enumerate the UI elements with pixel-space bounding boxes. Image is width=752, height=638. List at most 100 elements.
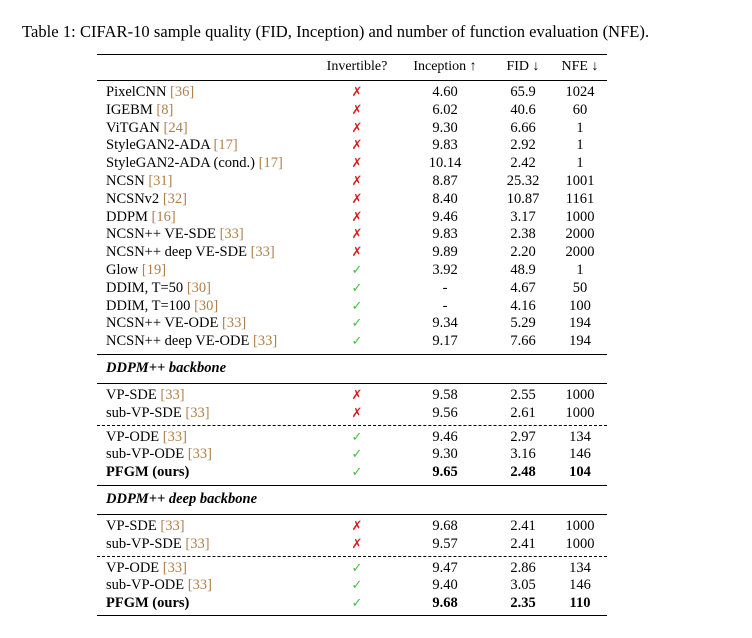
check-icon: ✓ — [323, 594, 391, 613]
nfe-value: 194 — [569, 333, 591, 350]
table-row: sub-VP-ODE [33] ✓ 9.30 3.16 146 — [97, 445, 607, 463]
method-cell: sub-VP-SDE [33] — [106, 535, 210, 553]
cross-icon: ✗ — [323, 243, 391, 262]
fid-score: 2.61 — [510, 404, 536, 421]
fid-score: 6.66 — [510, 119, 536, 136]
table-row: NCSN++ deep VE-SDE [33] ✗ 9.89 2.20 2000 — [97, 243, 607, 261]
method-name: VP-SDE — [106, 518, 157, 534]
nfe-value: 1000 — [565, 404, 595, 421]
method-name: IGEBM — [106, 101, 153, 118]
method-cell: NCSN++ VE-SDE [33] — [106, 225, 244, 243]
fid-score: 2.92 — [510, 137, 536, 154]
method-cell: sub-VP-ODE [33] — [106, 445, 212, 463]
check-mark: ✓ — [351, 560, 363, 576]
citation-ref: [33] — [160, 387, 185, 403]
table-row: VP-ODE [33] ✓ 9.46 2.97 134 — [97, 428, 607, 446]
inception-score: 3.92 — [432, 262, 458, 278]
method-name: ViTGAN — [106, 119, 160, 136]
method-cell: DDIM, T=100 [30] — [106, 297, 218, 315]
cross-mark: ✗ — [351, 536, 363, 552]
citation-ref: [16] — [151, 208, 176, 225]
table-row: ViTGAN [24] ✗ 9.30 6.66 1 — [97, 119, 607, 137]
fid-score: 2.41 — [510, 535, 536, 552]
method-name: PFGM (ours) — [106, 595, 190, 612]
fid-score: 7.66 — [510, 333, 536, 350]
method-name: VP-ODE — [106, 559, 160, 576]
inception-score: 6.02 — [432, 101, 458, 118]
method-name: NCSNv2 — [106, 190, 160, 207]
table-row: PFGM (ours) ✓ 9.65 2.48 104 — [97, 463, 607, 481]
cross-mark: ✗ — [351, 245, 363, 261]
citation-ref: [33] — [187, 577, 212, 594]
inception-score: 9.58 — [432, 387, 458, 403]
inception-score: 8.40 — [432, 190, 458, 207]
method-name: NCSN — [106, 173, 145, 189]
cross-mark: ✗ — [351, 519, 363, 534]
method-cell: PFGM (ours) — [106, 594, 189, 612]
citation-ref: [19] — [141, 262, 167, 278]
nfe-value: 146 — [569, 577, 591, 594]
cross-icon: ✗ — [323, 208, 391, 227]
nfe-value: 1000 — [565, 208, 595, 225]
method-cell: Glow [19] — [106, 261, 166, 279]
table-row: DDIM, T=100 [30] ✓ - 4.16 100 — [97, 297, 607, 315]
cross-mark: ✗ — [351, 120, 363, 136]
citation-ref: [33] — [250, 244, 275, 261]
table-row: PFGM (ours) ✓ 9.68 2.35 110 — [97, 594, 607, 612]
check-icon: ✓ — [323, 445, 391, 464]
method-name: Glow — [106, 262, 139, 278]
inception-score: 9.57 — [432, 535, 458, 552]
fid-score: 2.55 — [510, 387, 536, 403]
method-cell: NCSN++ VE-ODE [33] — [106, 314, 246, 332]
cross-mark: ✗ — [351, 102, 363, 118]
fid-score: 2.20 — [510, 244, 536, 261]
fid-score: 2.41 — [510, 518, 536, 534]
nfe-value: 1000 — [565, 518, 595, 534]
method-name: DDIM, T=50 — [106, 279, 184, 296]
method-name: VP-ODE — [106, 428, 160, 445]
method-cell: VP-SDE [33] — [106, 517, 185, 535]
citation-ref: [36] — [170, 84, 195, 100]
cross-icon: ✗ — [323, 535, 391, 554]
method-name: DDIM, T=100 — [106, 297, 191, 314]
cross-icon: ✗ — [323, 154, 391, 173]
method-cell: VP-ODE [33] — [106, 428, 187, 446]
inception-score: 9.68 — [432, 595, 458, 612]
section-rule — [97, 514, 607, 515]
inception-score: 9.34 — [432, 315, 458, 332]
cross-mark: ✗ — [351, 209, 363, 225]
method-cell: VP-ODE [33] — [106, 559, 187, 577]
table-row: IGEBM [8] ✗ 6.02 40.6 60 — [97, 101, 607, 119]
inception-score: 9.56 — [432, 404, 458, 421]
inception-score: 9.83 — [432, 137, 458, 154]
check-mark: ✓ — [351, 316, 363, 332]
table-row: NCSN++ VE-SDE [33] ✗ 9.83 2.38 2000 — [97, 225, 607, 243]
citation-ref: [33] — [185, 404, 210, 421]
citation-ref: [30] — [186, 279, 211, 296]
nfe-value: 2000 — [565, 226, 595, 243]
check-mark: ✓ — [351, 263, 363, 278]
method-name: sub-VP-ODE — [106, 577, 185, 594]
table-row: StyleGAN2-ADA [17] ✗ 9.83 2.92 1 — [97, 136, 607, 154]
table-row: sub-VP-ODE [33] ✓ 9.40 3.05 146 — [97, 576, 607, 594]
nfe-value: 2000 — [565, 244, 595, 261]
table-row: DDPM [16] ✗ 9.46 3.17 1000 — [97, 208, 607, 226]
section-rule — [97, 383, 607, 384]
method-cell: sub-VP-SDE [33] — [106, 404, 210, 422]
citation-ref: [33] — [162, 559, 187, 576]
method-cell: sub-VP-ODE [33] — [106, 576, 212, 594]
fid-score: 2.35 — [510, 595, 536, 612]
cross-mark: ✗ — [351, 405, 363, 421]
nfe-value: 1 — [576, 155, 584, 172]
dashed-rule — [97, 555, 607, 557]
fid-score: 10.87 — [506, 190, 540, 207]
fid-score: 2.86 — [510, 559, 536, 576]
method-cell: DDPM [16] — [106, 208, 176, 226]
fid-score: 3.17 — [510, 208, 536, 225]
header-inception: Inception ↑ — [413, 59, 477, 74]
cross-icon: ✗ — [323, 404, 391, 423]
table-row: VP-SDE [33] ✗ 9.68 2.41 1000 — [97, 517, 607, 535]
cross-mark: ✗ — [351, 191, 363, 207]
method-cell: IGEBM [8] — [106, 101, 173, 119]
citation-ref: [33] — [187, 446, 212, 463]
